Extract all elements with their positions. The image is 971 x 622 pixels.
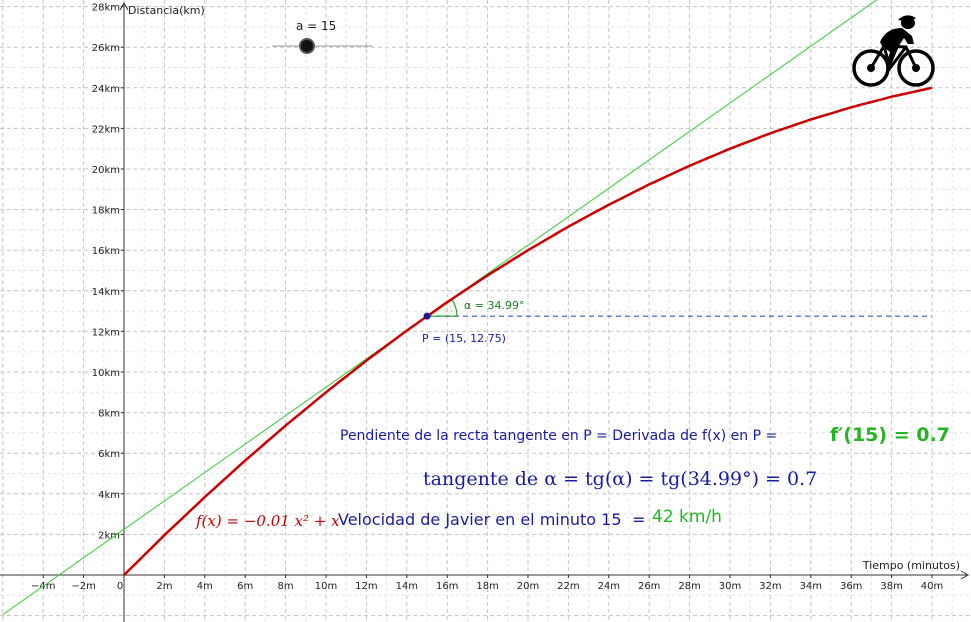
y-tick-label: 4km [98,490,120,501]
x-tick-label: 30m [719,581,741,592]
x-tick-label: 6m [237,581,253,592]
slider-a[interactable] [272,38,372,54]
point-p-label: P = (15, 12.75) [422,332,506,345]
point-p[interactable] [423,312,431,320]
x-tick-label: 28m [678,581,700,592]
x-tick-label: 12m [355,581,377,592]
x-tick-label: 26m [638,581,660,592]
y-axis-label: Distancia(km) [128,4,205,17]
slope-text: Pendiente de la recta tangente en P = De… [340,428,778,444]
cyclist-icon [852,15,935,87]
velocity-equals: = [632,510,646,529]
y-tick-label: 8km [98,409,120,420]
y-tick-label: 24km [92,84,120,95]
velocity-value: 42 km/h [652,507,722,527]
y-tick-label: 16km [92,246,120,257]
x-tick-labels: −4m −2m 0 2m 4m 6m 8m 10m 12m 14m 16m 18m 20m 22m 24m 2… [31,575,943,592]
y-tick-label: 6km [98,449,120,460]
x-tick-label: 32m [759,581,781,592]
x-tick-label: 2m [156,581,172,592]
x-tick-label: 8m [278,581,294,592]
x-tick-label: 14m [396,581,418,592]
y-tick-label: 12km [92,327,120,338]
x-tick-label: 10m [315,581,337,592]
slider-handle[interactable] [299,38,315,54]
x-tick-label: 4m [197,581,213,592]
y-tick-label: 2km [98,530,120,541]
slider-label: a = 15 [296,19,337,33]
x-tick-label: 22m [557,581,579,592]
x-tick-label: 38m [880,581,902,592]
tangent-formula: tangente de α = tg(α) = tg(34.99°) = 0.7 [423,468,818,490]
y-tick-label: 20km [92,165,120,176]
x-axis-arrow [960,570,970,580]
function-curve[interactable] [123,86,933,576]
x-tick-label: 24m [598,581,620,592]
y-tick-label: 22km [92,124,120,135]
y-tick-label: 28km [92,3,120,14]
y-axis-arrow [119,1,129,11]
x-tick-label: 20m [517,581,539,592]
derivative-value: f′(15) = 0.7 [830,424,950,446]
x-tick-label: 0 [117,581,123,592]
x-tick-label: 36m [840,581,862,592]
y-tick-label: 18km [92,206,120,217]
x-tick-label: 16m [436,581,458,592]
x-tick-label: 34m [800,581,822,592]
y-tick-label: 14km [92,287,120,298]
function-label: f(x) = −0.01 x² + x [196,512,340,530]
angle-label: α = 34.99° [464,299,525,312]
x-tick-label: −2m [71,581,95,592]
y-tick-label: 26km [92,43,120,54]
x-tick-label: 40m [921,581,943,592]
x-tick-label: 18m [476,581,498,592]
y-tick-label: 10km [92,368,120,379]
x-axis-label: Tiempo (minutos) [862,559,960,572]
y-tick-labels: 2km 4km 6km 8km 10km 12km 14km 16km 18km 20km 22km… [92,3,124,541]
velocity-text: Velocidad de Javier en el minuto 15 [338,510,622,529]
